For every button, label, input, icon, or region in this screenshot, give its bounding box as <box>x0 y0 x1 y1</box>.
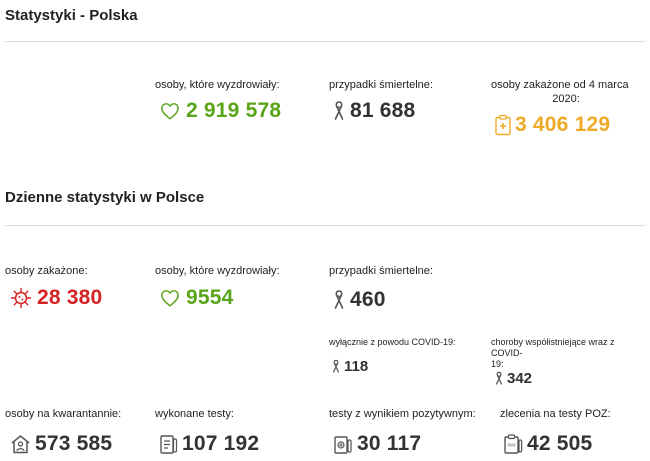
poland-deaths-value: 81 688 <box>350 99 416 122</box>
daily-deaths-stat: 460 <box>332 288 386 312</box>
daily-infected-stat: 28 380 <box>10 286 102 310</box>
daily-recovered-label: osoby, które wyzdrowiały: <box>155 265 280 277</box>
positive-test-icon <box>333 433 353 455</box>
poland-recovered-stat: 2 919 578 <box>160 99 281 123</box>
poz-orders-stat: 42 505 <box>503 432 592 456</box>
poz-orders-label: zlecenia na testy POZ: <box>500 408 611 420</box>
tests-done-stat: 107 192 <box>159 432 259 456</box>
quarantine-stat: 573 585 <box>10 432 112 456</box>
poland-infected-label-line2: 2020: <box>552 93 580 105</box>
deaths-covid-only-label: wyłącznie z powodu COVID-19: <box>329 337 456 347</box>
daily-infected-label: osoby zakażone: <box>5 265 88 277</box>
virus-icon <box>10 287 32 309</box>
quarantine-label: osoby na kwarantannie: <box>5 408 122 420</box>
deaths-covid-only-stat: 118 <box>331 358 368 375</box>
divider <box>5 41 645 42</box>
tests-positive-stat: 30 117 <box>333 432 421 456</box>
deaths-comorbid-label-line2: 19: <box>491 359 504 369</box>
tests-done-value: 107 192 <box>182 432 260 455</box>
deaths-comorbid-label: choroby współistniejące wraz z COVID- 19… <box>491 337 646 370</box>
clipboard-cross-icon <box>494 114 512 136</box>
poland-infected-value: 3 406 129 <box>515 113 611 136</box>
daily-deaths-value: 460 <box>350 288 386 311</box>
heart-icon <box>160 102 180 120</box>
ribbon-icon <box>331 359 341 374</box>
poland-recovered-label: osoby, które wyzdrowiały: <box>155 79 280 91</box>
poland-infected-label: osoby zakażone od 4 marca 2020: <box>491 78 641 106</box>
deaths-comorbid-value: 342 <box>507 370 533 387</box>
poz-test-icon <box>503 433 523 455</box>
poland-deaths-label: przypadki śmiertelne: <box>329 79 433 91</box>
divider <box>5 225 645 226</box>
daily-infected-value: 28 380 <box>37 286 103 309</box>
test-clipboard-icon <box>159 433 178 455</box>
poland-recovered-value: 2 919 578 <box>186 99 282 122</box>
poz-orders-value: 42 505 <box>527 432 593 455</box>
tests-positive-label: testy z wynikiem pozytywnym: <box>329 408 476 420</box>
poland-deaths-stat: 81 688 <box>332 99 415 123</box>
deaths-comorbid-stat: 342 <box>494 370 532 387</box>
deaths-covid-only-value: 118 <box>344 358 369 375</box>
ribbon-icon <box>332 289 346 311</box>
deaths-comorbid-label-line1: choroby współistniejące wraz z COVID- <box>491 337 615 358</box>
daily-deaths-label: przypadki śmiertelne: <box>329 265 433 277</box>
section-title-daily: Dzienne statystyki w Polsce <box>5 189 205 206</box>
tests-positive-value: 30 117 <box>357 432 422 455</box>
heart-icon <box>160 289 180 307</box>
section-title-poland: Statystyki - Polska <box>5 7 138 24</box>
quarantine-value: 573 585 <box>35 432 113 455</box>
poland-infected-stat: 3 406 129 <box>494 113 610 137</box>
tests-done-label: wykonane testy: <box>155 408 234 420</box>
ribbon-icon <box>332 100 346 122</box>
house-person-icon <box>10 434 31 454</box>
daily-recovered-stat: 9554 <box>160 286 234 310</box>
daily-recovered-value: 9554 <box>186 286 234 309</box>
ribbon-icon <box>494 371 504 386</box>
poland-infected-label-line1: osoby zakażone od 4 marca <box>491 79 629 91</box>
